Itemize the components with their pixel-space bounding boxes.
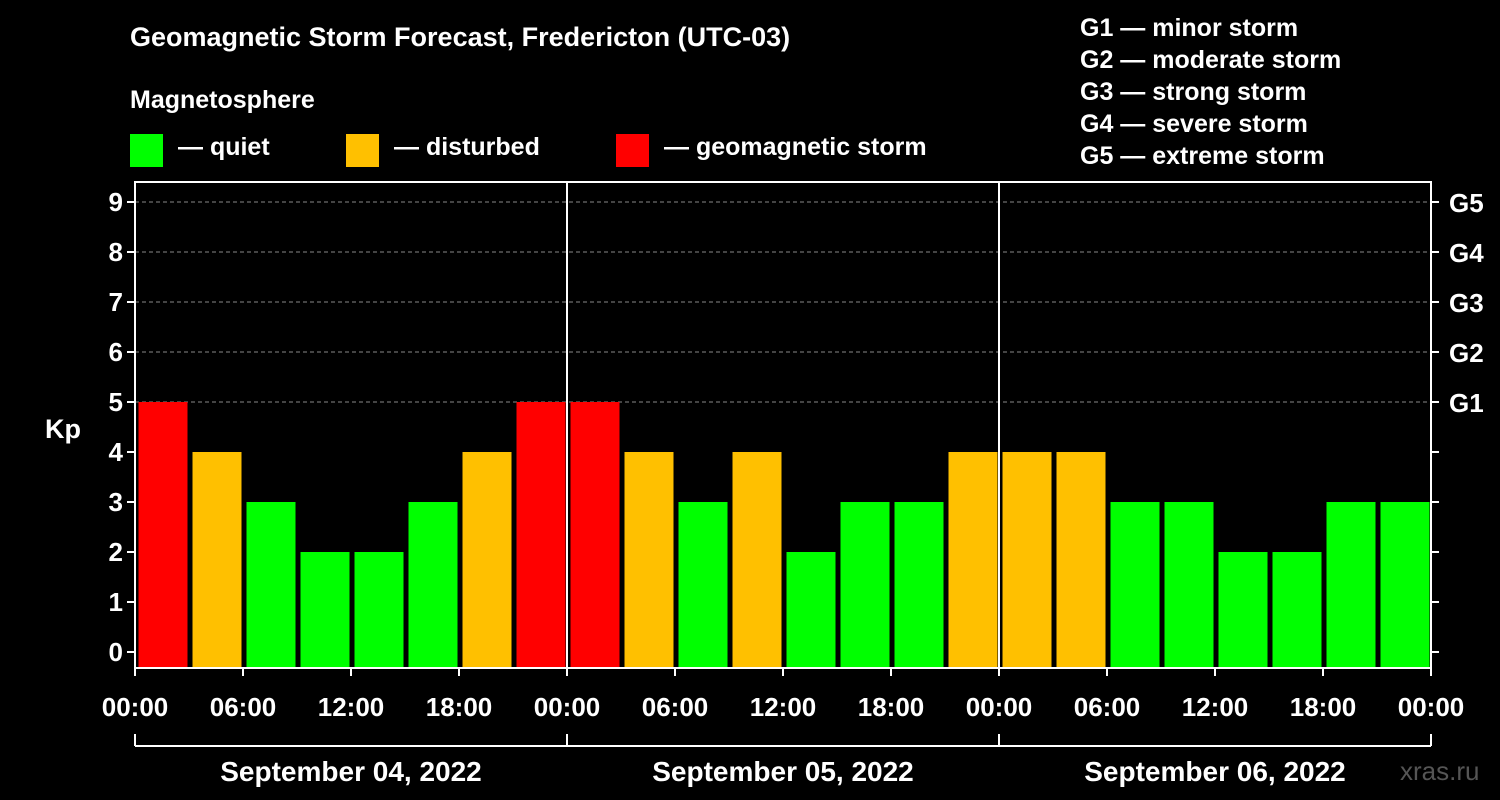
chart-title: Geomagnetic Storm Forecast, Fredericton … [130,22,791,52]
g-level-label: G1 [1449,388,1484,418]
g-scale-item-g2: G2 — moderate storm [1080,46,1342,74]
x-tick-label: 00:00 [1398,692,1465,722]
x-tick-label: 18:00 [858,692,925,722]
y-tick-label: 7 [109,287,123,317]
y-tick-label: 4 [109,437,124,467]
x-tick-label: 00:00 [966,692,1033,722]
y-tick-label: 6 [109,337,123,367]
kp-bar [624,452,674,668]
g-level-label: G5 [1449,188,1484,218]
watermark: xras.ru [1400,756,1480,786]
y-tick-label: 3 [109,487,123,517]
x-tick-label: 12:00 [1182,692,1249,722]
y-axis-label: Kp [45,414,81,444]
g-scale-item-g4: G4 — severe storm [1080,110,1308,138]
kp-bar [408,502,458,668]
kp-bar [732,452,782,668]
kp-bar [570,402,620,668]
kp-bar [1272,552,1322,668]
kp-bar [354,552,404,668]
y-tick-label: 9 [109,187,123,217]
x-tick-label: 12:00 [750,692,817,722]
y-tick-label: 5 [109,387,123,417]
kp-bar [1218,552,1268,668]
kp-bar [300,552,350,668]
x-tick-label: 18:00 [426,692,493,722]
storm-swatch [616,134,649,167]
kp-bar [192,452,242,668]
kp-bar [840,502,890,668]
y-tick-label: 1 [109,587,123,617]
kp-bar [516,402,566,668]
kp-bar [246,502,296,668]
kp-bar [1164,502,1214,668]
kp-bar [948,452,998,668]
x-tick-label: 18:00 [1290,692,1357,722]
x-tick-label: 06:00 [1074,692,1141,722]
x-tick-label: 00:00 [102,692,169,722]
x-tick-label: 12:00 [318,692,385,722]
g-scale-item-g3: G3 — strong storm [1080,78,1307,106]
y-tick-label: 0 [109,637,123,667]
kp-bar [462,452,512,668]
g-scale-item-g5: G5 — extreme storm [1080,142,1325,170]
legend-storm-label: — geomagnetic storm [664,133,927,161]
y-tick-label: 8 [109,237,123,267]
disturbed-swatch [346,134,379,167]
kp-bar [1056,452,1106,668]
legend-heading: Magnetosphere [130,86,315,114]
kp-bar [1110,502,1160,668]
x-tick-label: 00:00 [534,692,601,722]
day-label: September 04, 2022 [220,756,482,787]
y-tick-label: 2 [109,537,123,567]
day-label: September 06, 2022 [1084,756,1346,787]
kp-bar [138,402,188,668]
g-level-label: G2 [1449,338,1484,368]
kp-bar [786,552,836,668]
day-label: September 05, 2022 [652,756,914,787]
kp-bar [678,502,728,668]
g-level-label: G4 [1449,238,1484,268]
kp-bar [1002,452,1052,668]
kp-bar [1326,502,1376,668]
kp-bar [1380,502,1430,668]
legend-quiet-label: — quiet [178,133,270,161]
kp-bar [894,502,944,668]
x-tick-label: 06:00 [210,692,277,722]
quiet-swatch [130,134,163,167]
g-scale-item-g1: G1 — minor storm [1080,14,1299,42]
x-tick-label: 06:00 [642,692,709,722]
g-level-label: G3 [1449,288,1484,318]
legend-disturbed-label: — disturbed [394,133,540,161]
